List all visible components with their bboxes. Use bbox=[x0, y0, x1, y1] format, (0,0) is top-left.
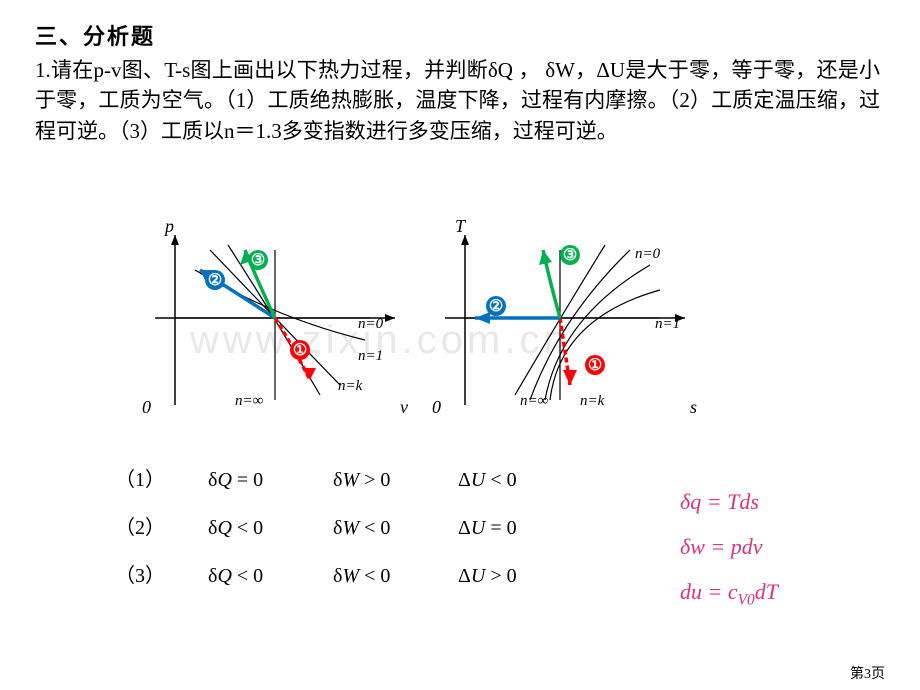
svg-text:③: ③ bbox=[251, 252, 265, 269]
svg-text:n=k: n=k bbox=[580, 393, 605, 409]
svg-text:n=k: n=k bbox=[338, 378, 363, 394]
formulas-block: δq = Tds δw = pdv du = cV0dT bbox=[680, 485, 778, 624]
answer-dU: ΔU = 0 bbox=[458, 513, 578, 543]
svg-text:0: 0 bbox=[142, 397, 151, 417]
svg-text:T: T bbox=[455, 216, 467, 236]
svg-text:n=∞: n=∞ bbox=[235, 393, 264, 409]
answers-block: （1） δQ = 0 δW > 0 ΔU < 0 （2） δQ < 0 δW <… bbox=[115, 465, 578, 609]
svg-text:③: ③ bbox=[563, 247, 577, 264]
answer-dW: δW > 0 bbox=[333, 465, 453, 495]
formula-dq: δq = Tds bbox=[680, 485, 778, 518]
question-content: 1.请在p-v图、T-s图上画出以下热力过程，并判断δQ ， δW，ΔU是大于零… bbox=[35, 58, 880, 143]
answer-label: （3） bbox=[115, 561, 203, 591]
answer-row: （2） δQ < 0 δW < 0 ΔU = 0 bbox=[115, 513, 578, 543]
svg-text:n=1: n=1 bbox=[655, 316, 680, 332]
answer-dU: ΔU < 0 bbox=[458, 465, 578, 495]
svg-text:s: s bbox=[690, 397, 697, 417]
answer-label: （2） bbox=[115, 513, 203, 543]
answer-dU: ΔU > 0 bbox=[458, 561, 578, 591]
svg-text:①: ① bbox=[293, 342, 307, 359]
svg-text:n=0: n=0 bbox=[635, 246, 661, 262]
answer-dW: δW < 0 bbox=[333, 513, 453, 543]
answer-label: （1） bbox=[115, 465, 203, 495]
svg-text:①: ① bbox=[588, 357, 602, 374]
svg-text:②: ② bbox=[208, 272, 222, 289]
formula-du: du = cV0dT bbox=[680, 575, 778, 612]
answer-dQ: δQ < 0 bbox=[208, 513, 328, 543]
answer-row: （1） δQ = 0 δW > 0 ΔU < 0 bbox=[115, 465, 578, 495]
answer-dQ: δQ = 0 bbox=[208, 465, 328, 495]
formula-dw: δw = pdv bbox=[680, 530, 778, 563]
svg-text:n=∞: n=∞ bbox=[520, 393, 549, 409]
answer-dQ: δQ < 0 bbox=[208, 561, 328, 591]
graphs-container: 0vpn=0n=1n=kn=∞①②③ 0sTn=0n=1n=kn=∞①②③ bbox=[110, 210, 810, 430]
answer-dW: δW < 0 bbox=[333, 561, 453, 591]
answer-row: （3） δQ < 0 δW < 0 ΔU > 0 bbox=[115, 561, 578, 591]
pv-graph: 0vpn=0n=1n=kn=∞①②③ bbox=[110, 210, 430, 430]
svg-text:n=0: n=0 bbox=[358, 316, 384, 332]
question-text: 1.请在p-v图、T-s图上画出以下热力过程，并判断δQ ， δW，ΔU是大于零… bbox=[35, 55, 880, 146]
svg-text:②: ② bbox=[489, 298, 503, 315]
section-header: 三、分析题 bbox=[35, 20, 155, 53]
svg-text:0: 0 bbox=[432, 397, 441, 417]
page-number: 第3页 bbox=[850, 664, 885, 685]
ts-graph: 0 s Tn=0 n=1 n=k n=∞ ① ② ③ bbox=[400, 210, 720, 430]
svg-text:n=1: n=1 bbox=[358, 348, 383, 364]
svg-text:p: p bbox=[163, 216, 174, 236]
